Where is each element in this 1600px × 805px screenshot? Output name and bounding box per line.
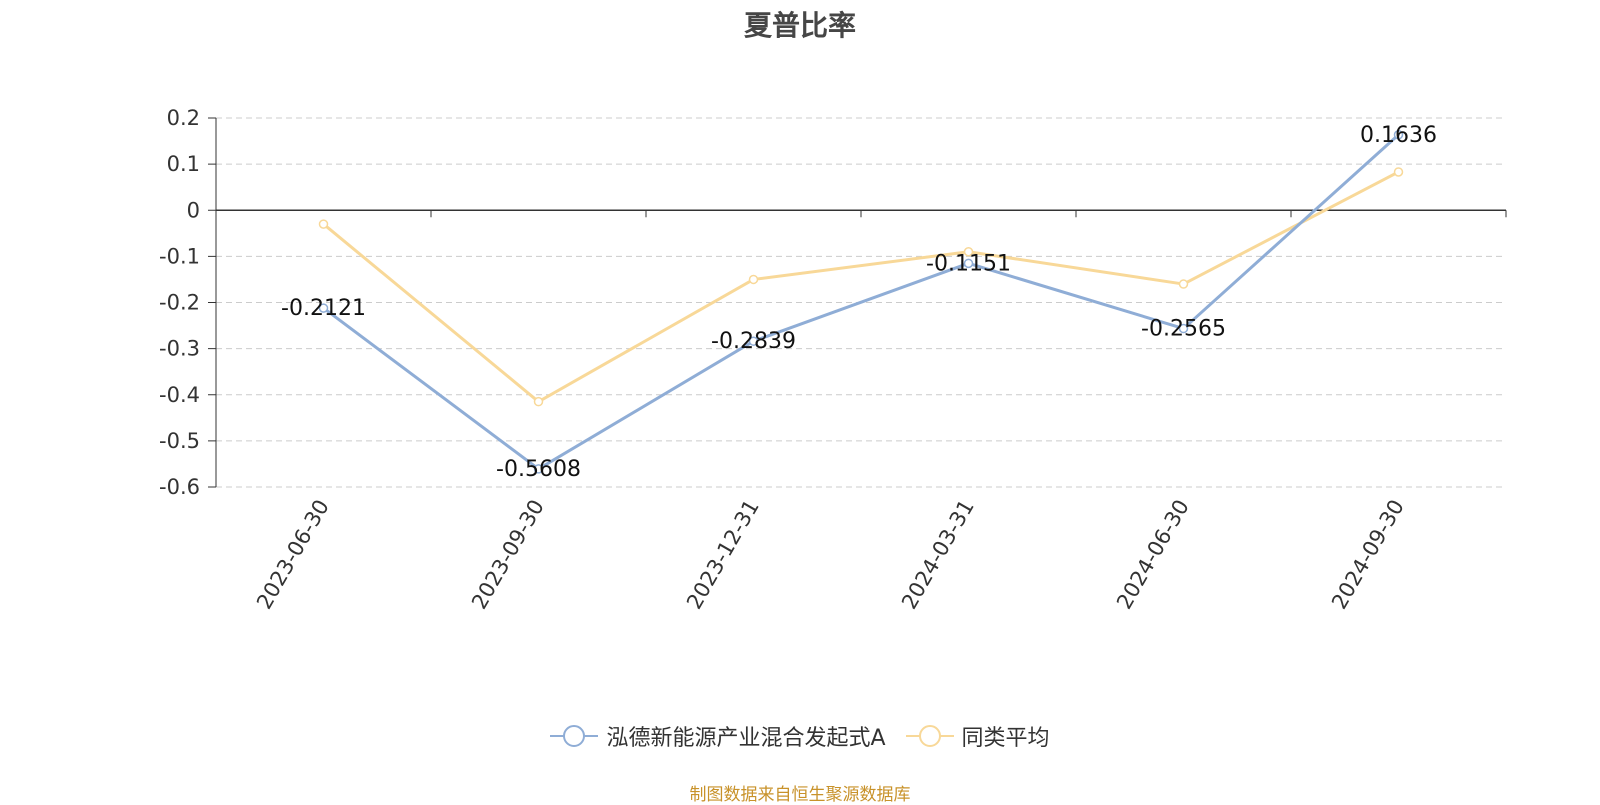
data-point — [1178, 279, 1189, 289]
legend-item-fund[interactable]: 泓德新能源产业混合发起式A — [550, 720, 886, 752]
data-label: -0.1151 — [926, 251, 1011, 276]
y-tick-label: -0.2 — [159, 291, 200, 315]
y-tick-label: -0.1 — [159, 244, 200, 268]
data-label: 0.1636 — [1360, 123, 1437, 148]
data-point — [533, 464, 544, 474]
x-tick-label: 2023-06-30 — [252, 496, 334, 614]
data-point — [533, 396, 544, 407]
data-source-note: 制图数据来自恒生聚源数据库 — [689, 785, 911, 805]
data-label: -0.5608 — [496, 457, 581, 482]
legend-label-fund: 泓德新能源产业混合发起式A — [606, 726, 886, 751]
y-tick-label: 0 — [187, 198, 200, 222]
chart-title: 夏普比率 — [743, 9, 856, 42]
data-point — [748, 336, 759, 346]
x-axis: 2023-06-30 2023-09-30 2023-12-31 2024-03-31… — [215, 209, 1507, 614]
y-tick-label: -0.3 — [159, 337, 200, 361]
data-label: -0.2839 — [711, 329, 796, 354]
data-point — [318, 219, 329, 229]
x-tick-label: 2024-06-30 — [1112, 496, 1194, 614]
y-tick-label: 0.2 — [167, 106, 200, 130]
grid-lines — [216, 117, 1506, 488]
data-point — [318, 303, 329, 313]
data-labels: -0.2121 -0.5608 -0.2839 -0.1151 -0.2565 0.163… — [281, 123, 1437, 482]
series-line — [322, 170, 1400, 404]
y-tick-label: -0.6 — [159, 475, 200, 499]
y-tick-label: -0.4 — [159, 383, 200, 407]
y-tick-label: -0.5 — [159, 429, 200, 453]
data-label: -0.2565 — [1141, 317, 1226, 342]
data-point — [1393, 167, 1404, 177]
legend-label-average: 同类平均 — [961, 726, 1050, 751]
x-tick-label: 2024-09-30 — [1327, 496, 1409, 614]
series-layer — [318, 130, 1404, 474]
data-point — [963, 247, 974, 257]
data-point — [963, 258, 974, 269]
legend: 泓德新能源产业混合发起式A 同类平均 — [0, 720, 1600, 752]
x-tick-label: 2024-03-31 — [897, 496, 979, 614]
series-line — [322, 133, 1400, 471]
y-tick-label: 0.1 — [167, 152, 200, 176]
data-point — [748, 274, 759, 285]
data-label: -0.2121 — [281, 296, 366, 321]
data-point — [1393, 130, 1404, 140]
legend-item-average[interactable]: 同类平均 — [905, 720, 1050, 752]
x-tick-label: 2023-09-30 — [467, 496, 549, 614]
x-tick-label: 2023-12-31 — [682, 496, 764, 614]
data-point — [1178, 323, 1189, 334]
y-axis: 0.2 0.1 0 -0.1 -0.2 -0.3 -0.4 -0.5 -0.6 — [159, 106, 217, 499]
legend-marker-fund-icon — [550, 725, 599, 747]
legend-marker-average-icon — [905, 725, 954, 747]
